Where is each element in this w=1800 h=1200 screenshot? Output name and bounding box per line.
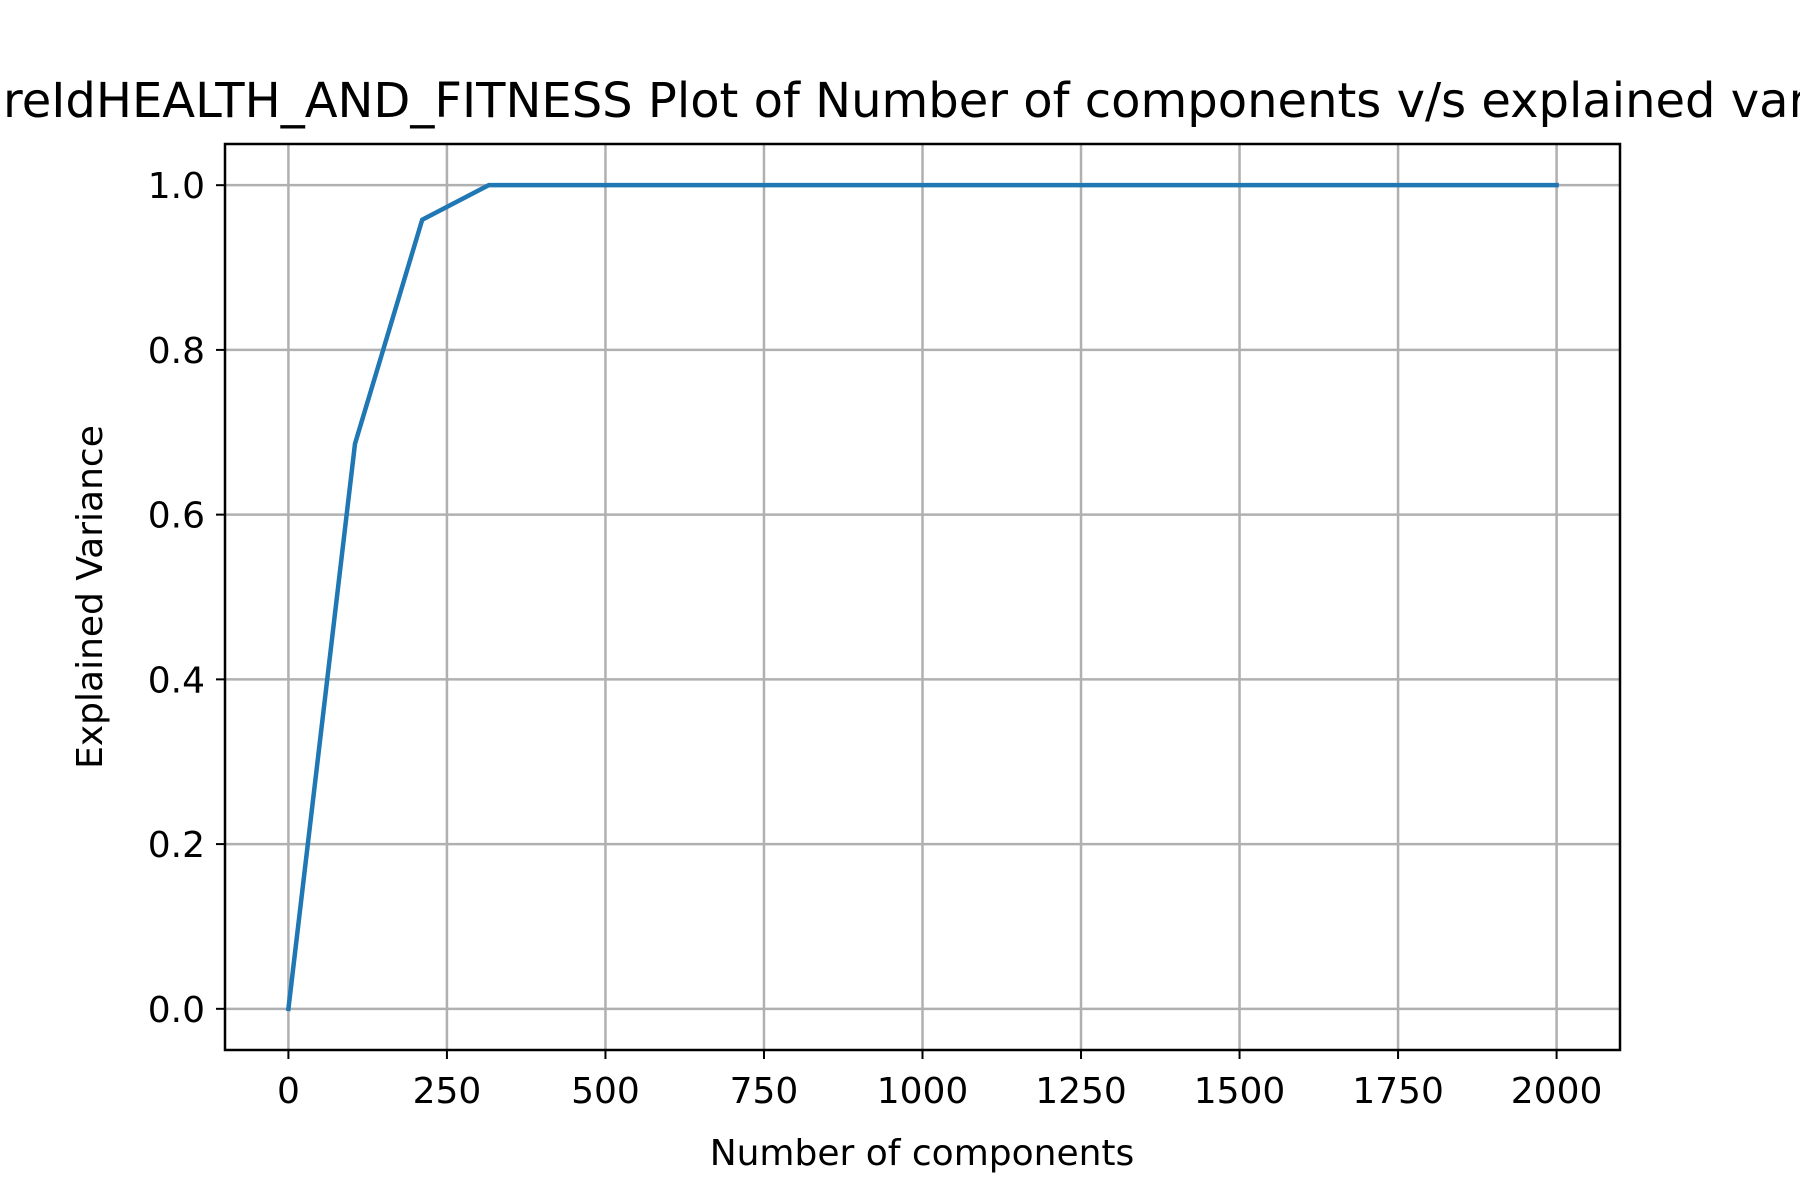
y-tick-label: 1.0 [148, 166, 205, 207]
x-tick-label: 1500 [1194, 1071, 1286, 1112]
y-tick-label: 0.6 [148, 496, 205, 537]
x-tick-label: 500 [571, 1071, 640, 1112]
series-line [285, 182, 1559, 1012]
y-axis: 0.0 0.2 0.4 0.6 0.8 1.0 [148, 166, 225, 1031]
x-axis-label: Number of components [710, 1133, 1135, 1174]
x-tick-label: 0 [277, 1071, 300, 1112]
y-axis-label: Explained Variance [70, 425, 111, 769]
x-tick-label: 1250 [1035, 1071, 1127, 1112]
y-tick-label: 0.0 [148, 990, 205, 1031]
x-axis: 0 250 500 750 1000 1250 1500 1750 2000 [277, 1050, 1602, 1112]
series-layer [285, 182, 1559, 1012]
x-tick-label: 1750 [1352, 1071, 1444, 1112]
y-tick-label: 0.2 [148, 825, 205, 866]
y-tick-label: 0.4 [148, 660, 205, 701]
grid [225, 144, 1620, 1050]
x-tick-label: 250 [413, 1071, 482, 1112]
x-tick-label: 2000 [1511, 1071, 1603, 1112]
x-tick-label: 1000 [877, 1071, 969, 1112]
y-tick-label: 0.8 [148, 331, 205, 372]
x-tick-label: 750 [730, 1071, 799, 1112]
chart-title: genreIdHEALTH_AND_FITNESS Plot of Number… [0, 73, 1800, 129]
